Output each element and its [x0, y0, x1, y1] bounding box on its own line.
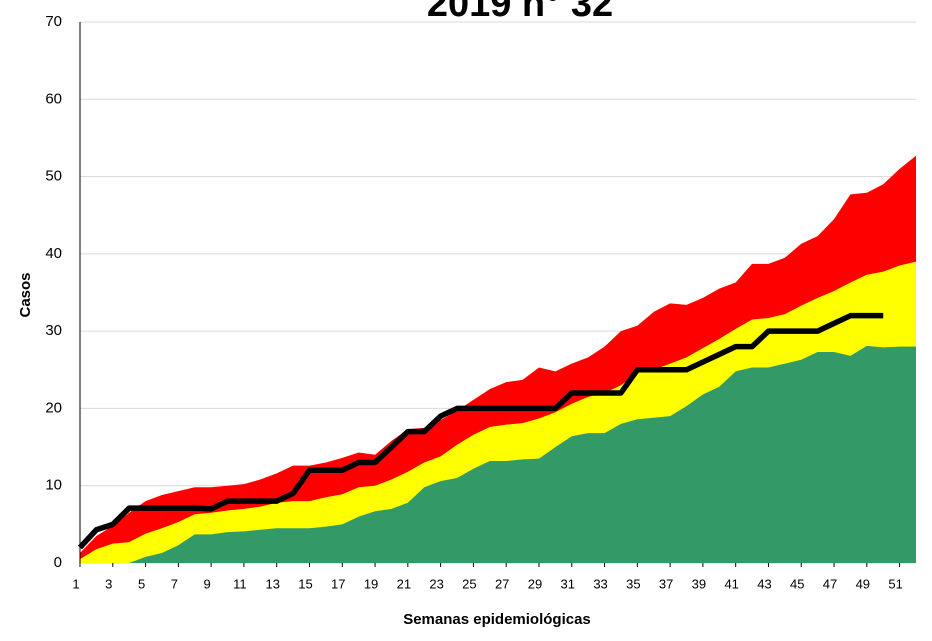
- x-tick-label: 29: [528, 576, 542, 591]
- x-tick-label: 19: [364, 576, 378, 591]
- x-tick-label: 17: [331, 576, 345, 591]
- y-tick-label: 10: [45, 477, 62, 494]
- x-tick-label: 45: [790, 576, 804, 591]
- y-tick-label: 60: [45, 90, 62, 107]
- x-tick-label: 49: [856, 576, 870, 591]
- x-tick-label: 41: [724, 576, 738, 591]
- x-tick-label: 39: [692, 576, 706, 591]
- x-tick-label: 21: [397, 576, 411, 591]
- y-tick-label: 40: [45, 245, 62, 262]
- line: [77, 312, 884, 550]
- chart-title: 2019 n° 32: [427, 0, 613, 25]
- x-tick-label: 7: [171, 576, 178, 591]
- x-axis-title: Semanas epidemiológicas: [403, 611, 591, 628]
- x-tick-label: 51: [888, 576, 902, 591]
- x-tick-label: 1: [72, 576, 79, 591]
- x-tick-label: 35: [626, 576, 640, 591]
- x-tick-label: 3: [105, 576, 112, 591]
- x-tick-label: 37: [659, 576, 673, 591]
- x-tick-label: 15: [298, 576, 312, 591]
- y-tick-label: 50: [45, 168, 62, 185]
- area: [80, 345, 916, 563]
- x-tick-label: 9: [204, 576, 211, 591]
- x-tick-label: 11: [233, 576, 247, 591]
- y-tick-label: 30: [45, 322, 62, 339]
- y-tick-label: 0: [54, 554, 62, 571]
- x-tick-label: 5: [138, 576, 145, 591]
- x-tick-label: 47: [823, 576, 837, 591]
- x-tick-label: 13: [265, 576, 279, 591]
- y-tick-label: 20: [45, 399, 62, 416]
- x-tick-label: 27: [495, 576, 509, 591]
- y-axis-title: Casos: [17, 272, 34, 317]
- x-tick-label: 25: [462, 576, 476, 591]
- x-tick-label: 43: [757, 576, 771, 591]
- x-tick-label: 33: [593, 576, 607, 591]
- x-tick-label: 31: [561, 576, 575, 591]
- y-tick-label: 70: [45, 13, 62, 30]
- x-tick-label: 23: [429, 576, 443, 591]
